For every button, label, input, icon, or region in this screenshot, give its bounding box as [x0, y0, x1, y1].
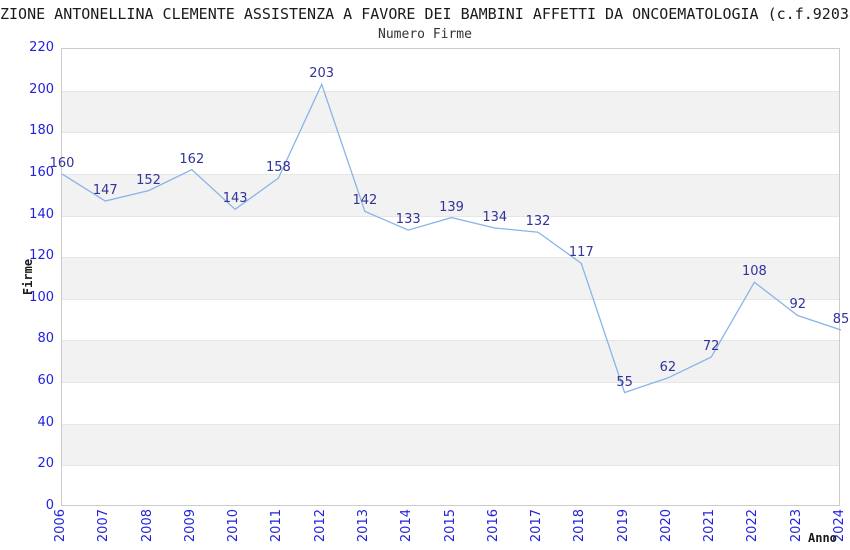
x-tick-label: 2020	[658, 509, 674, 543]
y-tick-label: 120	[29, 248, 54, 264]
gridline	[62, 132, 839, 134]
plot-band	[62, 423, 839, 466]
x-tick-label: 2009	[182, 509, 198, 543]
x-tick-label: 2014	[399, 509, 415, 543]
chart-title: ZIONE ANTONELLINA CLEMENTE ASSISTENZA A …	[0, 5, 850, 23]
chart-subtitle: Numero Firme	[378, 27, 472, 42]
y-tick-label: 60	[37, 373, 54, 389]
x-tick-label: 2012	[312, 509, 328, 543]
x-tick-label: 2008	[139, 509, 155, 543]
gridline	[62, 340, 839, 342]
trend-line-svg	[61, 82, 842, 394]
y-tick-label: 0	[45, 498, 54, 513]
y-tick-label: 80	[37, 331, 54, 347]
plot-band	[62, 173, 839, 216]
x-tick-label: 2011	[269, 509, 285, 543]
x-axis-title: Anno	[808, 531, 837, 545]
gridline	[62, 382, 839, 384]
plot-band	[62, 257, 839, 299]
y-tick-label: 200	[29, 81, 54, 97]
gridline	[62, 423, 839, 425]
plot-area: 160 147 152 162 143 158 203 142 133 139 134 132 117 5…	[50, 48, 849, 506]
x-tick-label: 2022	[745, 509, 761, 543]
x-tick-label: 2015	[442, 509, 458, 543]
plot-band	[62, 340, 839, 383]
y-tick-label: 100	[29, 289, 54, 305]
gridline	[62, 173, 839, 175]
plot-band	[62, 90, 839, 133]
gridline	[62, 90, 839, 92]
y-tick-label: 40	[37, 414, 54, 430]
trend-line	[61, 82, 842, 394]
x-tick-label: 2006	[53, 509, 68, 543]
gridline	[62, 215, 839, 217]
y-tick-label: 160	[29, 164, 54, 180]
y-tick-label: 220	[29, 40, 54, 55]
x-tick-label: 2016	[485, 509, 501, 543]
gridline	[62, 298, 839, 300]
x-tick-label: 2019	[615, 509, 631, 543]
x-tick-label: 2018	[572, 509, 588, 543]
x-tick-label: 2017	[529, 509, 545, 543]
gridline	[62, 465, 839, 467]
x-tick-label: 2021	[702, 509, 718, 543]
x-tick-label: 2023	[788, 509, 804, 543]
y-tick-label: 20	[37, 456, 54, 472]
x-tick-label: 2013	[355, 509, 371, 543]
y-axis-title: Firme	[21, 258, 35, 296]
gridline	[62, 257, 839, 259]
y-tick-label: 140	[29, 206, 54, 222]
y-tick-label: 180	[29, 123, 54, 139]
x-tick-label: 2010	[226, 509, 242, 543]
x-tick-label: 2007	[96, 509, 112, 543]
